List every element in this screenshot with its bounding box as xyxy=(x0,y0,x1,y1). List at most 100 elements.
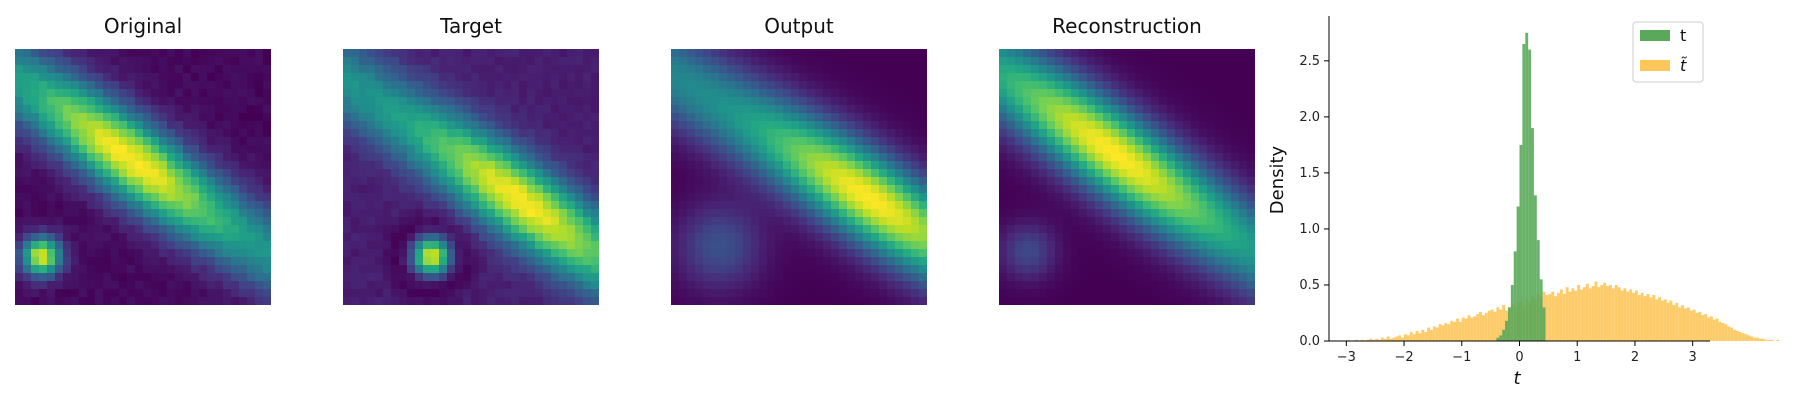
histogram-bar xyxy=(1580,289,1583,341)
histogram-bar xyxy=(1386,336,1390,341)
histogram-bar xyxy=(1456,318,1459,341)
histogram-bar xyxy=(1505,320,1508,341)
histogram-bar xyxy=(1617,287,1621,341)
histogram-bar xyxy=(1681,305,1685,341)
histogram-bar xyxy=(1438,324,1442,341)
histogram-bar xyxy=(1378,339,1381,341)
histogram-bar xyxy=(1733,329,1736,341)
histogram-bar xyxy=(1470,317,1474,341)
legend: t t̃ xyxy=(1632,21,1704,83)
histogram-bar xyxy=(1441,325,1445,341)
histogram-bar xyxy=(1516,206,1520,341)
histogram-bar xyxy=(1533,195,1537,341)
legend-swatch-t-tilde xyxy=(1640,60,1670,71)
histogram-bar xyxy=(1727,326,1731,341)
histogram-bar xyxy=(1450,320,1454,341)
histogram-bar xyxy=(1738,332,1742,341)
histogram-bar xyxy=(1663,299,1667,341)
histogram-bar xyxy=(1369,338,1373,341)
histogram-bar xyxy=(1744,334,1748,341)
histogram-bar xyxy=(1574,290,1578,341)
histogram-bar xyxy=(1655,299,1659,341)
histogram-bar xyxy=(1366,339,1370,341)
histogram-bar xyxy=(1502,305,1506,341)
histogram-bar xyxy=(1603,282,1607,341)
histogram-bar xyxy=(1525,32,1529,342)
histogram-bar xyxy=(1372,339,1376,341)
histogram-bar xyxy=(1432,326,1436,341)
histogram-bar xyxy=(1591,286,1595,341)
histogram-bar xyxy=(1568,291,1572,341)
histogram-bar xyxy=(1715,318,1719,341)
histogram-bar xyxy=(1395,336,1399,341)
histogram-bar xyxy=(1577,284,1581,341)
histogram-bar xyxy=(1750,336,1754,341)
heatmap-reconstruction xyxy=(999,49,1255,305)
x-axis-label: t xyxy=(1513,368,1521,389)
histogram-bar xyxy=(1585,283,1589,341)
histogram-bar xyxy=(1444,323,1448,341)
histogram-bar xyxy=(1453,321,1456,341)
histogram-bar xyxy=(1675,302,1679,341)
histogram-bar xyxy=(1519,144,1523,341)
y-tick-label: 2.5 xyxy=(1299,54,1320,69)
histogram-bar xyxy=(1764,339,1768,341)
histogram-bar xyxy=(1718,321,1722,341)
histogram-bar xyxy=(1430,329,1433,341)
histogram-bar xyxy=(1761,338,1765,341)
histogram-bar xyxy=(1551,291,1555,341)
x-tick-label: −3 xyxy=(1337,350,1356,365)
histogram-bar xyxy=(1522,44,1526,341)
histogram-bar xyxy=(1597,287,1601,341)
histogram-bar xyxy=(1559,289,1563,341)
histogram-bar xyxy=(1724,324,1728,341)
histogram-bar xyxy=(1632,292,1635,341)
histogram-bar xyxy=(1424,332,1428,341)
histogram-bar xyxy=(1643,296,1647,341)
y-axis-label: Density xyxy=(1267,145,1288,214)
histogram-bar xyxy=(1499,309,1503,341)
histogram-bar xyxy=(1637,295,1641,341)
histogram-bar xyxy=(1770,339,1774,341)
histogram-axes: −3 −2 −1 0 1 2 3 0.0 0.5 1.0 1.5 2.0 2.5 xyxy=(1299,16,1710,365)
histogram-bar xyxy=(1412,334,1416,341)
histogram-bar xyxy=(1476,314,1480,341)
histogram-bar xyxy=(1499,335,1503,341)
histogram-bar xyxy=(1623,288,1627,341)
histogram-bar xyxy=(1542,307,1546,341)
histogram-bar xyxy=(1531,128,1534,341)
histogram-bar xyxy=(1611,288,1615,341)
histogram-bar xyxy=(1741,333,1745,341)
histogram-bar xyxy=(1626,291,1630,341)
histogram-bar xyxy=(1557,292,1560,341)
x-tick-label: 0 xyxy=(1515,350,1523,365)
histogram-bar xyxy=(1479,311,1482,341)
histogram-bar xyxy=(1389,338,1393,341)
histogram-bar xyxy=(1698,311,1702,341)
histogram-bar xyxy=(1513,251,1517,341)
histogram-bar xyxy=(1493,311,1497,341)
histogram-bar xyxy=(1606,286,1609,341)
histogram-bar xyxy=(1707,317,1710,341)
histogram-bar xyxy=(1404,334,1407,341)
panel-title: Original xyxy=(103,14,183,38)
histogram-bar xyxy=(1640,292,1644,341)
histogram-bar xyxy=(1562,293,1566,341)
histogram-bar xyxy=(1652,295,1656,341)
histogram-bar xyxy=(1600,284,1604,341)
y-tick-label: 1.5 xyxy=(1299,166,1320,181)
histogram-bar xyxy=(1484,312,1488,341)
x-tick-label: 1 xyxy=(1573,350,1581,365)
histogram-bar xyxy=(1421,329,1425,341)
x-tick-label: −2 xyxy=(1394,350,1413,365)
histogram-bar xyxy=(1545,295,1549,341)
histogram-bar xyxy=(1767,339,1771,341)
heatmap-target xyxy=(343,49,599,305)
histogram-bar xyxy=(1481,315,1485,341)
histogram-bar xyxy=(1669,300,1673,341)
histogram-bar xyxy=(1354,339,1358,341)
histogram-bar xyxy=(1712,319,1716,341)
histogram-bar xyxy=(1539,279,1543,341)
histogram-bar xyxy=(1458,321,1462,341)
